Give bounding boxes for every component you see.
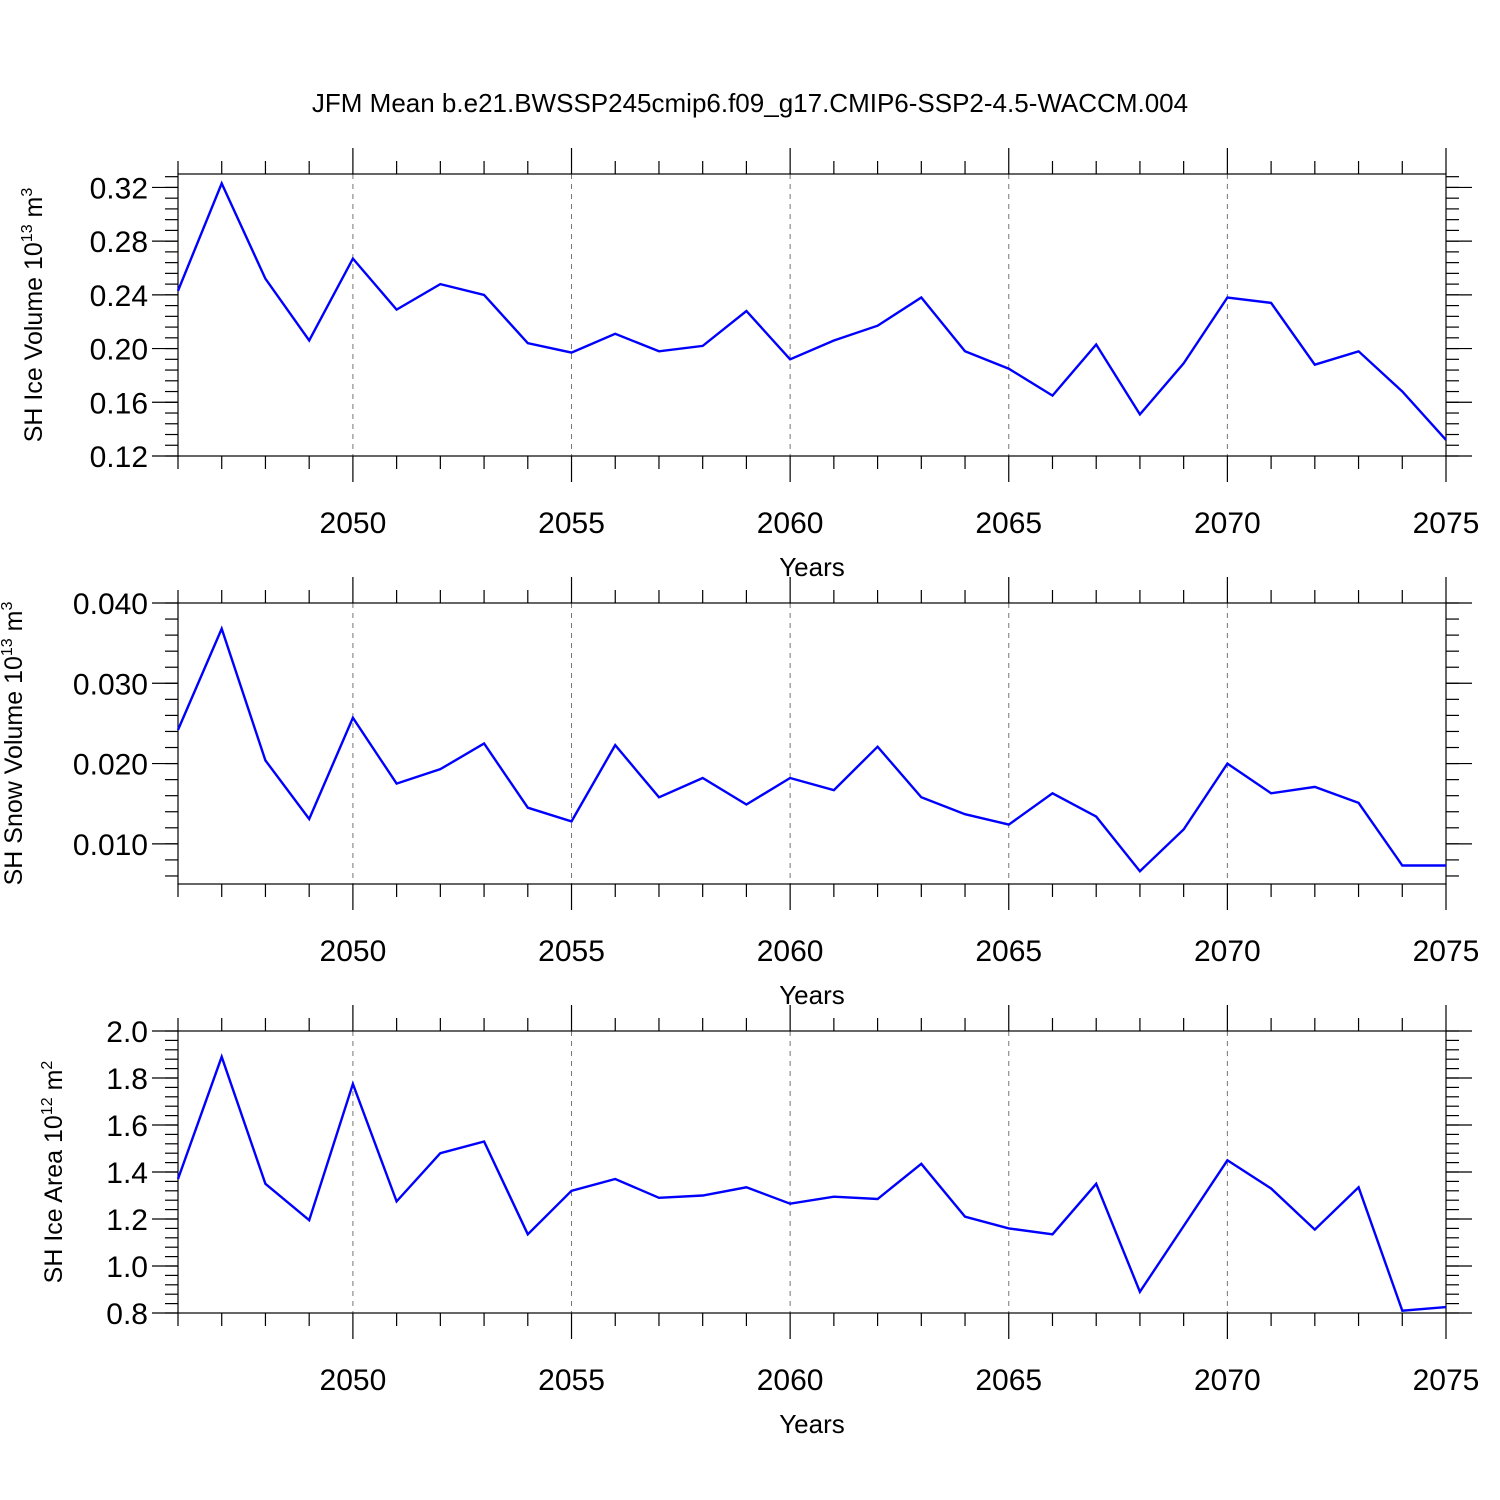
y-tick-label: 1.4 (106, 1157, 148, 1190)
y-tick-label: 0.020 (73, 749, 148, 782)
x-tick-label: 2050 (320, 507, 387, 540)
x-tick-label: 2065 (975, 935, 1042, 968)
y-tick-label: 2.0 (106, 1016, 148, 1049)
x-tick-label: 2075 (1413, 1364, 1480, 1397)
x-tick-label: 2050 (320, 1364, 387, 1397)
plot-frame (177, 1030, 1447, 1314)
y-tick-label: 0.8 (106, 1298, 148, 1331)
y-axis-label: SH Ice Area 1012 m2 (39, 1061, 68, 1284)
y-tick-label: 1.6 (106, 1110, 148, 1143)
x-axis-label: Years (779, 552, 845, 582)
y-tick-label: 0.010 (73, 829, 148, 862)
y-tick-label: 1.8 (106, 1063, 148, 1096)
chart-title: JFM Mean b.e21.BWSSP245cmip6.f09_g17.CMI… (312, 88, 1188, 118)
x-tick-label: 2055 (538, 1364, 605, 1397)
y-tick-label: 0.24 (90, 280, 148, 313)
x-tick-label: 2070 (1194, 1364, 1261, 1397)
x-tick-label: 2050 (320, 935, 387, 968)
y-tick-label: 0.20 (90, 334, 148, 367)
x-tick-label: 2070 (1194, 507, 1261, 540)
y-axis-label: SH Snow Volume 1013 m3 (0, 602, 28, 886)
y-tick-label: 0.16 (90, 387, 148, 420)
panel-1: 0.12 0.16 0.20 0.24 0.28 0.32 2050 2055 2060 2065… (19, 148, 1479, 582)
x-tick-label: 2065 (975, 507, 1042, 540)
series-line (176, 625, 1446, 873)
y-tick-label: 1.2 (106, 1204, 148, 1237)
y-tick-label: 0.28 (90, 226, 148, 259)
x-tick-label: 2075 (1413, 935, 1480, 968)
y-tick-label: 0.32 (90, 172, 148, 205)
y-axis-label: SH Ice Volume 1013 m3 (19, 188, 48, 443)
x-axis-label: Years (779, 1409, 845, 1439)
x-tick-label: 2055 (538, 935, 605, 968)
x-tick-label: 2055 (538, 507, 605, 540)
x-tick-label: 2060 (757, 507, 824, 540)
series-line (176, 1053, 1447, 1312)
y-tick-label: 0.030 (73, 668, 148, 701)
plot-frame (177, 173, 1447, 457)
panel-2: 0.010 0.020 0.030 0.040 2050 2055 2060 2065 2070… (0, 577, 1479, 1010)
series-line (176, 180, 1447, 441)
x-tick-label: 2075 (1413, 507, 1480, 540)
x-tick-label: 2060 (757, 1364, 824, 1397)
panel-3: 0.8 1.0 1.2 1.4 1.6 1.8 2.0 2050 2055 2060 2065 207… (39, 1005, 1479, 1439)
y-tick-label: 0.040 (73, 588, 148, 621)
plot-frame (177, 602, 1447, 885)
y-tick-label: 1.0 (106, 1251, 148, 1284)
x-axis-label: Years (779, 980, 845, 1010)
y-tick-label: 0.12 (90, 441, 148, 474)
x-tick-label: 2065 (975, 1364, 1042, 1397)
x-tick-label: 2060 (757, 935, 824, 968)
x-tick-label: 2070 (1194, 935, 1261, 968)
